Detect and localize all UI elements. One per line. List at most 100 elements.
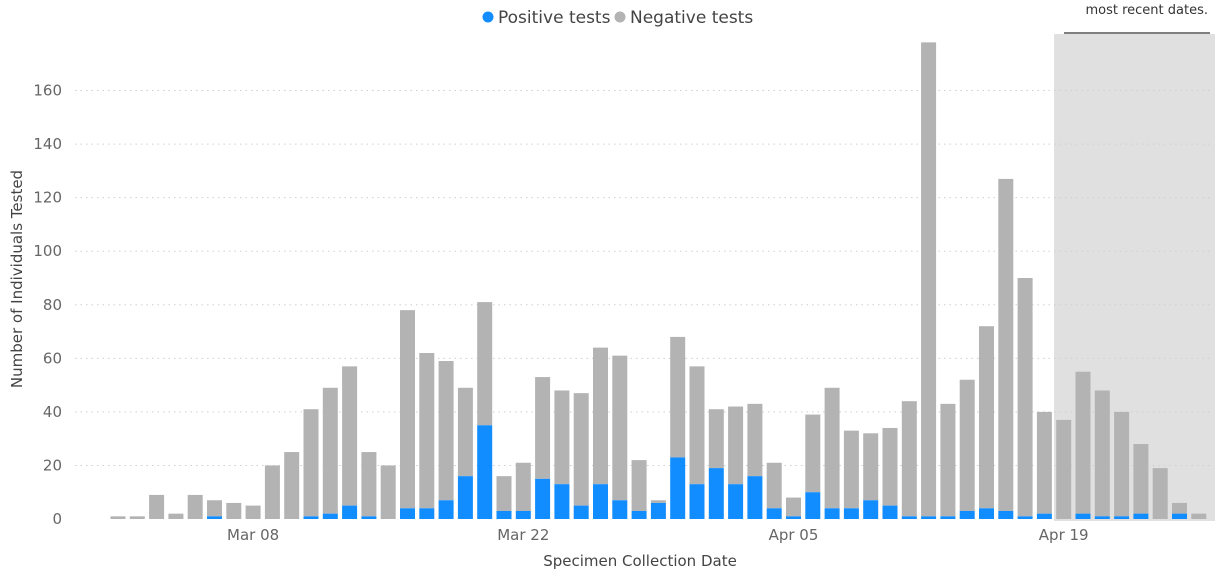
- bar-positive-tests[interactable]: [708, 468, 724, 519]
- bar-negative-tests[interactable]: [689, 366, 705, 485]
- bar-negative-tests[interactable]: [882, 427, 898, 506]
- bar-positive-tests[interactable]: [1036, 513, 1052, 519]
- bar-positive-tests[interactable]: [766, 508, 782, 519]
- bar-negative-tests[interactable]: [1075, 371, 1091, 514]
- bar-negative-tests[interactable]: [554, 390, 570, 485]
- bar-positive-tests[interactable]: [940, 516, 956, 519]
- bar-negative-tests[interactable]: [496, 476, 512, 511]
- bar-negative-tests[interactable]: [998, 178, 1014, 511]
- bar-positive-tests[interactable]: [747, 476, 763, 519]
- bar-negative-tests[interactable]: [380, 465, 396, 519]
- bar-negative-tests[interactable]: [1094, 390, 1110, 517]
- bar-positive-tests[interactable]: [207, 516, 222, 519]
- bar-negative-tests[interactable]: [1172, 502, 1187, 514]
- bar-positive-tests[interactable]: [959, 510, 975, 519]
- bar-negative-tests[interactable]: [824, 387, 840, 509]
- bar-positive-tests[interactable]: [457, 476, 473, 519]
- bar-negative-tests[interactable]: [766, 462, 782, 509]
- bar-negative-tests[interactable]: [786, 497, 801, 517]
- bar-negative-tests[interactable]: [187, 494, 203, 519]
- bar-positive-tests[interactable]: [303, 516, 319, 519]
- bar-negative-tests[interactable]: [342, 366, 358, 506]
- bar-negative-tests[interactable]: [940, 403, 956, 517]
- bar-positive-tests[interactable]: [901, 516, 917, 519]
- bar-negative-tests[interactable]: [728, 406, 744, 485]
- bar-negative-tests[interactable]: [207, 500, 222, 517]
- bar-positive-tests[interactable]: [1133, 513, 1149, 519]
- bar-positive-tests[interactable]: [361, 516, 377, 519]
- bar-positive-tests[interactable]: [1094, 516, 1110, 519]
- bar-negative-tests[interactable]: [901, 401, 917, 517]
- bar-positive-tests[interactable]: [477, 425, 493, 519]
- bar-negative-tests[interactable]: [168, 513, 184, 519]
- bar-positive-tests[interactable]: [342, 505, 358, 519]
- bar-positive-tests[interactable]: [1114, 516, 1130, 519]
- bar-positive-tests[interactable]: [612, 500, 628, 519]
- bar-negative-tests[interactable]: [612, 355, 628, 501]
- bar-negative-tests[interactable]: [361, 452, 377, 517]
- bar-negative-tests[interactable]: [1133, 444, 1149, 514]
- bar-positive-tests[interactable]: [515, 510, 531, 519]
- bar-negative-tests[interactable]: [419, 352, 435, 509]
- bar-positive-tests[interactable]: [535, 478, 551, 519]
- bar-positive-tests[interactable]: [882, 505, 898, 519]
- bar-positive-tests[interactable]: [1172, 513, 1187, 519]
- bar-negative-tests[interactable]: [843, 430, 859, 509]
- bar-positive-tests[interactable]: [689, 484, 705, 519]
- bar-negative-tests[interactable]: [1017, 278, 1033, 517]
- bar-positive-tests[interactable]: [824, 508, 840, 519]
- bar-negative-tests[interactable]: [457, 387, 473, 477]
- bar-negative-tests[interactable]: [863, 433, 879, 501]
- bar-negative-tests[interactable]: [708, 409, 724, 469]
- bar-positive-tests[interactable]: [438, 500, 454, 519]
- bar-positive-tests[interactable]: [728, 484, 744, 519]
- bar-positive-tests[interactable]: [631, 510, 647, 519]
- legend-label-negative[interactable]: Negative tests: [630, 8, 753, 28]
- bar-positive-tests[interactable]: [554, 484, 570, 519]
- bar-positive-tests[interactable]: [400, 508, 415, 519]
- bar-negative-tests[interactable]: [1191, 513, 1207, 519]
- bar-negative-tests[interactable]: [921, 42, 937, 517]
- bar-positive-tests[interactable]: [322, 513, 338, 519]
- bar-positive-tests[interactable]: [921, 516, 937, 519]
- bar-negative-tests[interactable]: [515, 462, 531, 511]
- bar-positive-tests[interactable]: [593, 484, 608, 519]
- bar-positive-tests[interactable]: [863, 500, 879, 519]
- bar-negative-tests[interactable]: [400, 310, 415, 509]
- bar-negative-tests[interactable]: [747, 403, 763, 477]
- bar-negative-tests[interactable]: [245, 505, 261, 519]
- bar-negative-tests[interactable]: [477, 302, 493, 426]
- bar-negative-tests[interactable]: [110, 516, 126, 519]
- bar-positive-tests[interactable]: [979, 508, 994, 519]
- bar-negative-tests[interactable]: [1036, 411, 1052, 514]
- bar-negative-tests[interactable]: [1152, 468, 1168, 519]
- bar-negative-tests[interactable]: [284, 452, 300, 519]
- legend-label-positive[interactable]: Positive tests: [498, 8, 611, 28]
- bar-negative-tests[interactable]: [149, 494, 165, 519]
- bar-positive-tests[interactable]: [419, 508, 435, 519]
- bar-negative-tests[interactable]: [650, 500, 666, 503]
- bar-negative-tests[interactable]: [535, 377, 551, 479]
- bar-negative-tests[interactable]: [322, 387, 338, 514]
- legend-swatch-positive[interactable]: [482, 11, 494, 23]
- bar-negative-tests[interactable]: [438, 361, 454, 501]
- legend-swatch-negative[interactable]: [614, 11, 626, 23]
- bar-negative-tests[interactable]: [1114, 411, 1130, 517]
- bar-negative-tests[interactable]: [226, 502, 242, 519]
- bar-negative-tests[interactable]: [264, 465, 280, 519]
- bar-positive-tests[interactable]: [843, 508, 859, 519]
- bar-negative-tests[interactable]: [303, 409, 319, 517]
- bar-positive-tests[interactable]: [805, 492, 821, 519]
- bar-positive-tests[interactable]: [650, 502, 666, 519]
- bar-negative-tests[interactable]: [959, 379, 975, 511]
- bar-positive-tests[interactable]: [1075, 513, 1091, 519]
- bar-positive-tests[interactable]: [786, 516, 801, 519]
- bar-negative-tests[interactable]: [1056, 419, 1072, 519]
- bar-positive-tests[interactable]: [670, 457, 686, 519]
- bar-positive-tests[interactable]: [1017, 516, 1033, 519]
- bar-negative-tests[interactable]: [979, 326, 994, 509]
- bar-negative-tests[interactable]: [573, 393, 589, 506]
- bar-positive-tests[interactable]: [573, 505, 589, 519]
- bar-positive-tests[interactable]: [998, 510, 1014, 519]
- bar-negative-tests[interactable]: [670, 336, 686, 458]
